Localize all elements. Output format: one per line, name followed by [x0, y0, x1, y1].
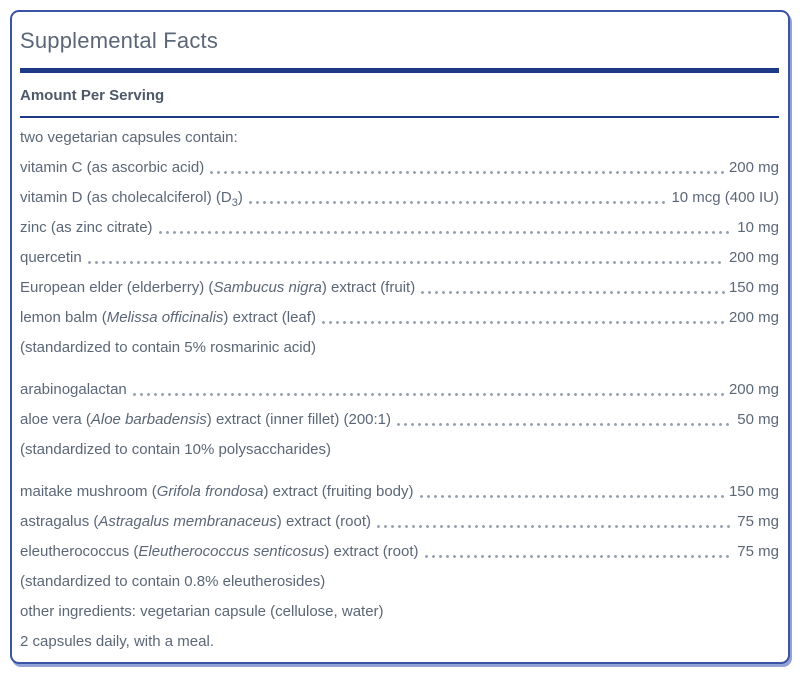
ingredient-amount: 200 mg — [728, 249, 779, 266]
ingredient-amount: 150 mg — [728, 279, 779, 296]
ingredient-row: astragalus (Astragalus membranaceus) ext… — [20, 512, 779, 532]
ingredient-name: 2 capsules daily, with a meal. — [20, 633, 214, 650]
ingredient-name: arabinogalactan — [20, 381, 127, 398]
ingredient-amount: 200 mg — [728, 381, 779, 398]
leader-dots — [248, 201, 668, 204]
ingredient-row: arabinogalactan 200 mg — [20, 380, 779, 400]
leader-dots — [158, 231, 734, 234]
leader-dots — [376, 525, 734, 528]
leader-dots — [397, 423, 734, 426]
ingredient-name: astragalus (Astragalus membranaceus) ext… — [20, 513, 371, 530]
ingredient-name: aloe vera (Aloe barbadensis) extract (in… — [20, 411, 392, 428]
ingredient-name: (standardized to contain 0.8% eleutheros… — [20, 573, 326, 590]
ingredient-row: maitake mushroom (Grifola frondosa) extr… — [20, 482, 779, 502]
ingredient-name: lemon balm (Melissa officinalis) extract… — [20, 309, 316, 326]
text-row: other ingredients: vegetarian capsule (c… — [20, 602, 779, 622]
ingredient-amount: 150 mg — [728, 483, 779, 500]
ingredient-name: vitamin D (as cholecalciferol) (D3) — [20, 189, 243, 209]
ingredient-amount: 200 mg — [728, 159, 779, 176]
ingredient-row: aloe vera (Aloe barbadensis) extract (in… — [20, 410, 779, 430]
supplement-facts-panel: Supplemental Facts Amount Per Serving tw… — [10, 10, 790, 664]
ingredient-row: European elder (elderberry) (Sambucus ni… — [20, 278, 779, 298]
ingredient-name: quercetin — [20, 249, 82, 266]
leader-dots — [87, 261, 725, 264]
ingredient-amount: 200 mg — [728, 309, 779, 326]
ingredient-amount: 10 mcg (400 IU) — [671, 189, 779, 206]
ingredient-name: vitamin C (as ascorbic acid) — [20, 159, 205, 176]
ingredient-name: maitake mushroom (Grifola frondosa) extr… — [20, 483, 414, 500]
text-row: 2 capsules daily, with a meal. — [20, 632, 779, 652]
ingredient-name: eleutherococcus (Eleutherococcus sentico… — [20, 543, 419, 560]
ingredient-row: quercetin 200 mg — [20, 248, 779, 268]
ingredient-list: two vegetarian capsules contain: vitamin … — [20, 128, 779, 652]
ingredient-name: (standardized to contain 10% polysacchar… — [20, 441, 332, 458]
ingredient-row: vitamin C (as ascorbic acid) 200 mg — [20, 158, 779, 178]
leader-dots — [424, 555, 734, 558]
ingredient-name: other ingredients: vegetarian capsule (c… — [20, 603, 384, 620]
ingredient-name: (standardized to contain 5% rosmarinic a… — [20, 339, 316, 356]
ingredient-amount: 10 mg — [737, 219, 779, 236]
ingredient-row: eleutherococcus (Eleutherococcus sentico… — [20, 542, 779, 562]
panel-title: Supplemental Facts — [20, 28, 219, 53]
leader-dots — [132, 393, 725, 396]
leader-dots — [419, 495, 725, 498]
leader-dots — [321, 321, 725, 324]
text-row: two vegetarian capsules contain: — [20, 128, 779, 148]
ingredient-row: lemon balm (Melissa officinalis) extract… — [20, 308, 779, 328]
divider-thin — [20, 116, 779, 118]
ingredient-name: zinc (as zinc citrate) — [20, 219, 153, 236]
ingredient-amount: 75 mg — [737, 543, 779, 560]
leader-dots — [210, 171, 725, 174]
divider-thick — [20, 68, 779, 73]
amount-per-serving-header: Amount Per Serving — [20, 87, 165, 104]
ingredient-row: vitamin D (as cholecalciferol) (D3) 10 mc… — [20, 188, 779, 209]
ingredient-amount: 50 mg — [737, 411, 779, 428]
ingredient-name: European elder (elderberry) (Sambucus ni… — [20, 279, 416, 296]
ingredient-name: two vegetarian capsules contain: — [20, 129, 238, 146]
ingredient-row: zinc (as zinc citrate) 10 mg — [20, 218, 779, 238]
note-row: (standardized to contain 10% polysacchar… — [20, 440, 779, 460]
ingredient-amount: 75 mg — [737, 513, 779, 530]
note-row: (standardized to contain 5% rosmarinic a… — [20, 338, 779, 358]
note-row: (standardized to contain 0.8% eleutheros… — [20, 572, 779, 592]
leader-dots — [421, 291, 725, 294]
